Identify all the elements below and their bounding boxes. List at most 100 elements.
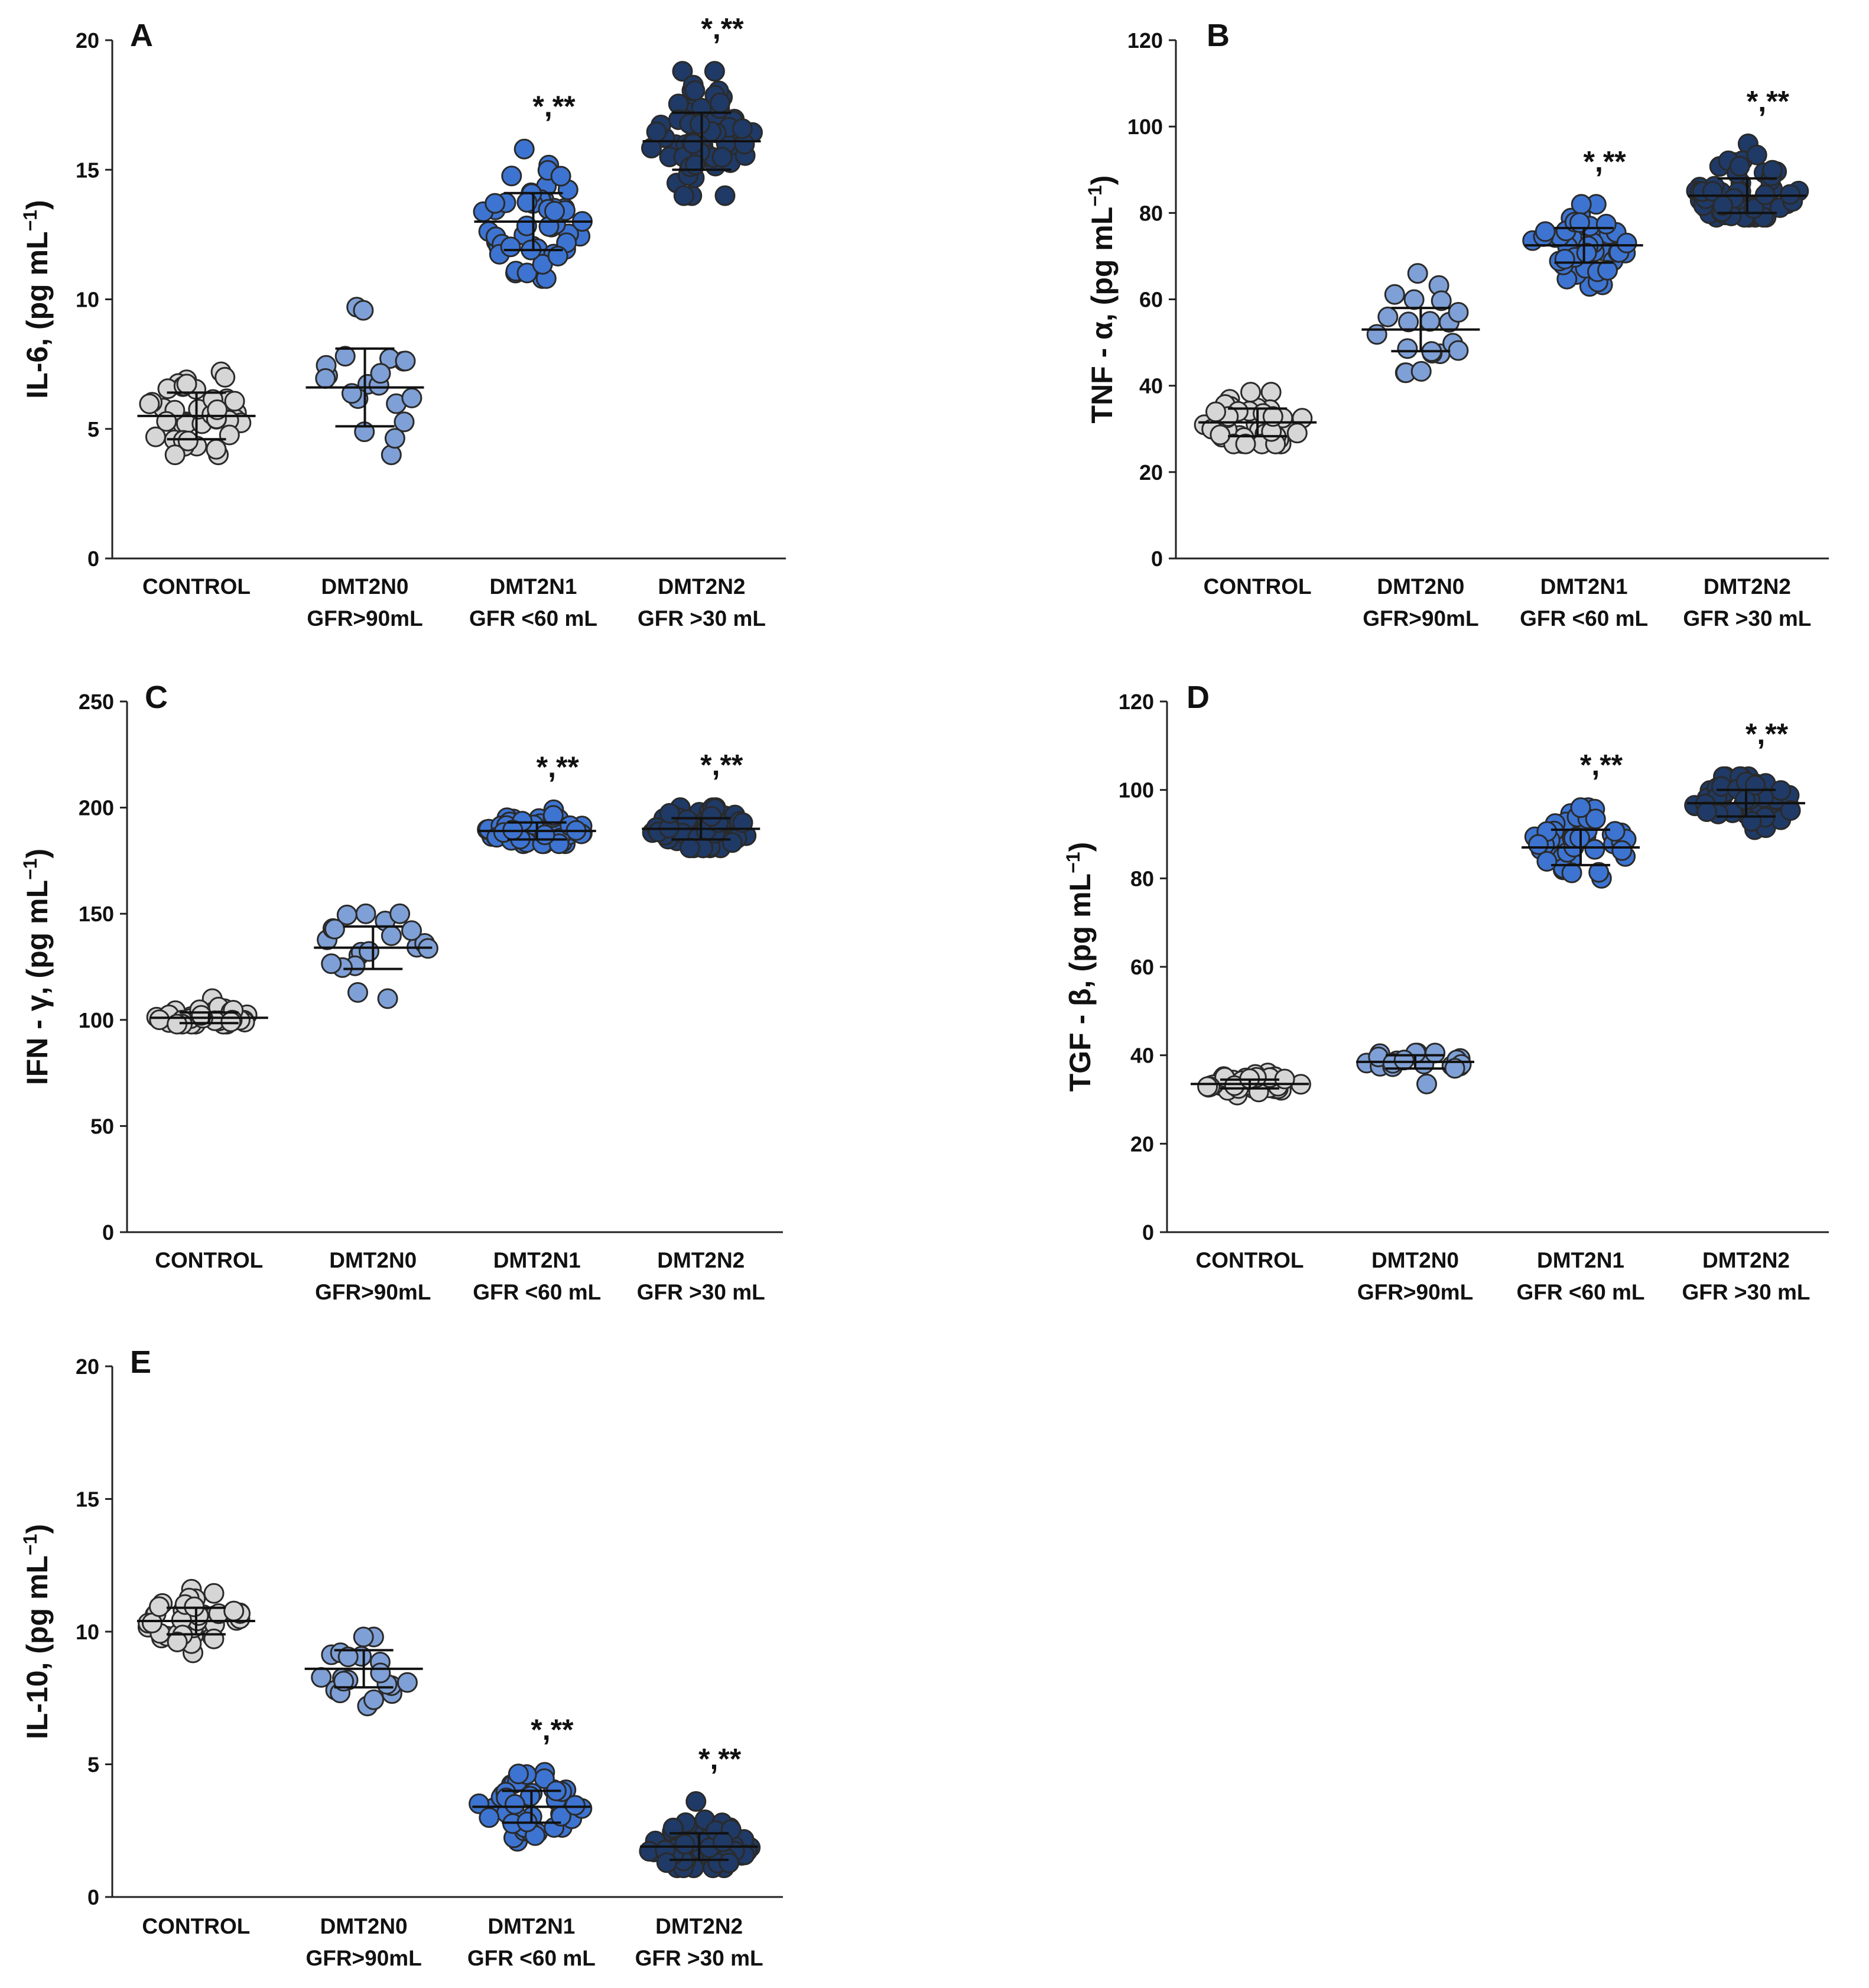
data-point [164,444,186,466]
data-point [500,236,521,258]
y-tick-label: 120 [1127,28,1163,53]
data-point [550,165,571,187]
data-point [1762,160,1783,181]
data-point [504,1794,525,1815]
group-2 [1361,263,1480,384]
data-point [401,387,422,408]
data-point [685,1791,707,1812]
x-category-label: DMT2N1 [1540,574,1628,599]
data-point [203,1628,225,1649]
data-point [1425,1042,1446,1064]
group-3: *,** [469,1713,593,1852]
data-point [711,147,733,168]
data-point [1561,862,1582,883]
data-point [646,121,667,142]
data-point [672,61,693,82]
data-point [1616,232,1637,254]
data-point [1696,801,1717,822]
x-category-sublabel: GFR <60 mL [467,1946,596,1970]
data-point [341,383,362,404]
group-2 [304,1626,423,1717]
x-category-label: DMT2N0 [321,574,408,599]
data-point [713,1831,733,1853]
data-point [1745,775,1766,795]
y-axis-label: IFN - γ, (pg mL−1) [19,849,54,1085]
x-category-label: DMT2N1 [493,1248,581,1272]
data-point [542,805,564,826]
x-category-label: DMT2N2 [1704,574,1791,599]
data-point [321,953,342,974]
y-tick-label: 0 [87,1885,99,1909]
group-3: *,** [473,90,593,289]
group-4: *,** [642,749,760,859]
data-point [659,803,680,824]
data-point [1431,290,1452,311]
data-point [1205,401,1226,423]
data-point [370,363,391,384]
group-2 [305,297,424,466]
y-tick-label: 80 [1139,201,1163,225]
y-tick-label: 0 [1151,547,1163,571]
significance-label: *,** [1583,145,1626,178]
data-point [1260,382,1282,403]
data-point [1570,797,1591,818]
data-point [149,1009,170,1031]
data-point [564,1795,586,1816]
y-tick-label: 50 [90,1114,114,1138]
x-category-label: DMT2N2 [1702,1248,1790,1272]
data-point [219,424,240,446]
data-point [719,1852,740,1873]
data-point [1235,433,1256,454]
x-category-label: DMT2N2 [657,1248,745,1272]
data-point [656,1852,677,1873]
x-category-sublabel: GFR <60 mL [473,1280,601,1304]
y-tick-label: 100 [1119,778,1154,803]
group-3: *,** [1522,749,1640,889]
data-point [1536,851,1558,872]
significance-label: *,** [698,1742,742,1775]
y-tick-label: 150 [79,902,114,926]
data-point [167,1631,188,1652]
x-category-label: CONTROL [155,1248,263,1272]
x-category-label: DMT2N2 [655,1914,743,1938]
x-category-sublabel: GFR>90mL [307,606,422,631]
group-2 [314,903,438,1009]
data-point [1210,424,1231,446]
panel-letter: D [1187,680,1210,715]
panel-a: 0 5 10 15 20 IL-6, (pg mL−1) A CONTROL DMT2N0 GFR… [19,12,786,631]
data-point [324,918,345,940]
data-point [1729,155,1750,177]
x-category-sublabel: GFR>90mL [315,1280,431,1304]
panel-letter: C [145,680,168,715]
data-point [394,411,415,433]
y-axis-label: TGF - β, (pg mL−1) [1062,842,1097,1092]
x-category-label: DMT2N0 [320,1914,408,1938]
y-tick-label: 40 [1130,1044,1154,1068]
data-point [370,1662,391,1684]
panel-d: 0 20 40 60 80 100 120 TGF - β, (pg mL−1) D CONTRO… [1062,680,1829,1304]
y-axis-label: IL-6, (pg mL−1) [19,200,54,398]
data-point [396,1672,418,1693]
data-point [732,118,753,139]
group-1 [1194,382,1317,454]
data-point [336,904,357,925]
x-category-sublabel: GFR <60 mL [1520,606,1648,631]
y-tick-label: 60 [1139,288,1163,312]
x-category-label: DMT2N0 [329,1248,417,1272]
panel-letter: B [1207,18,1230,53]
data-point [177,430,199,451]
group-1 [136,1578,255,1664]
group-4: *,** [641,12,763,206]
y-tick-label: 20 [1139,460,1163,485]
x-category-label: CONTROL [142,574,251,599]
data-point [1584,839,1605,860]
data-point [224,391,245,412]
data-point [333,1671,355,1692]
data-point [353,300,374,321]
y-tick-label: 200 [79,796,114,820]
data-point [1366,324,1387,345]
significance-label: *,** [537,751,580,784]
y-tick-label: 20 [76,1354,99,1379]
data-point [673,185,694,206]
data-point [714,185,736,206]
